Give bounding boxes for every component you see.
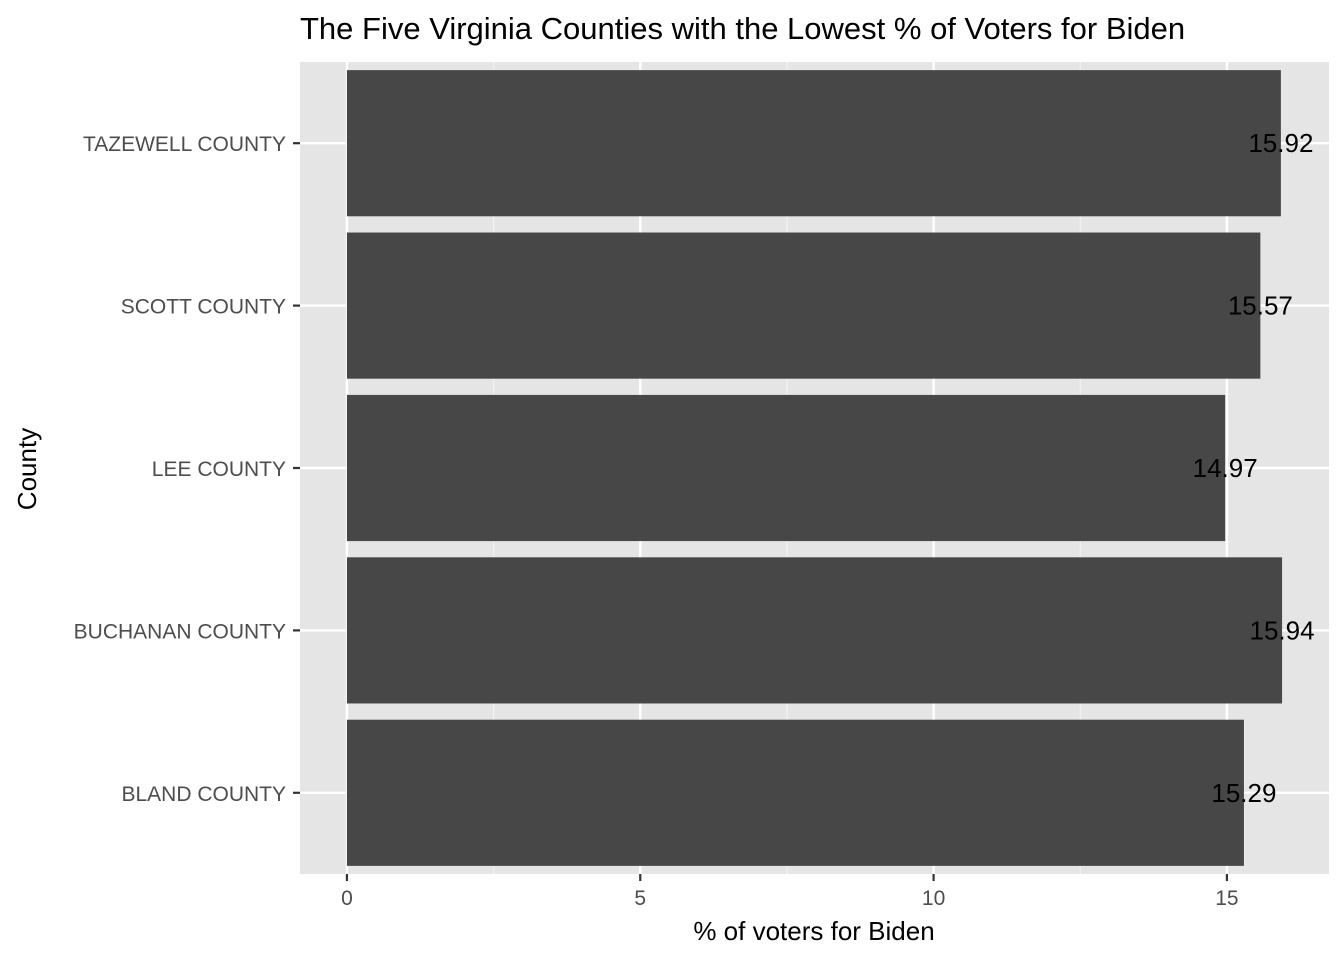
y-tick-label: SCOTT COUNTY (121, 296, 286, 319)
bar (346, 232, 1261, 379)
bar-value-label: 15.29 (1211, 778, 1276, 808)
bar-value-label: 15.57 (1228, 291, 1293, 321)
x-axis: 0 5 10 15 (341, 874, 1239, 910)
y-tick-label: TAZEWELL COUNTY (83, 133, 286, 156)
y-tick-label: LEE COUNTY (152, 458, 286, 481)
bar-value-label: 14.97 (1193, 453, 1258, 483)
x-tick-label: 5 (634, 887, 646, 910)
chart-title: The Five Virginia Counties with the Lowe… (300, 11, 1185, 46)
x-tick-label: 15 (1215, 887, 1238, 910)
y-tick-label: BUCHANAN COUNTY (74, 620, 286, 643)
x-tick-label: 10 (922, 887, 945, 910)
x-axis-title: % of voters for Biden (693, 916, 934, 946)
y-tick-label: BLAND COUNTY (121, 783, 286, 806)
y-axis-title: County (12, 428, 42, 510)
bar (346, 557, 1283, 704)
bar (346, 394, 1226, 542)
bars (346, 70, 1283, 866)
bar (346, 70, 1281, 217)
bar (346, 719, 1244, 866)
y-axis: TAZEWELL COUNTY SCOTT COUNTY LEE COUNTY BUC… (74, 133, 300, 806)
bar-value-label: 15.94 (1250, 615, 1315, 645)
data-labels: 15.92 15.57 14.97 15.94 15.29 (1193, 128, 1315, 808)
x-tick-label: 0 (341, 887, 353, 910)
bar-value-label: 15.92 (1248, 128, 1313, 158)
